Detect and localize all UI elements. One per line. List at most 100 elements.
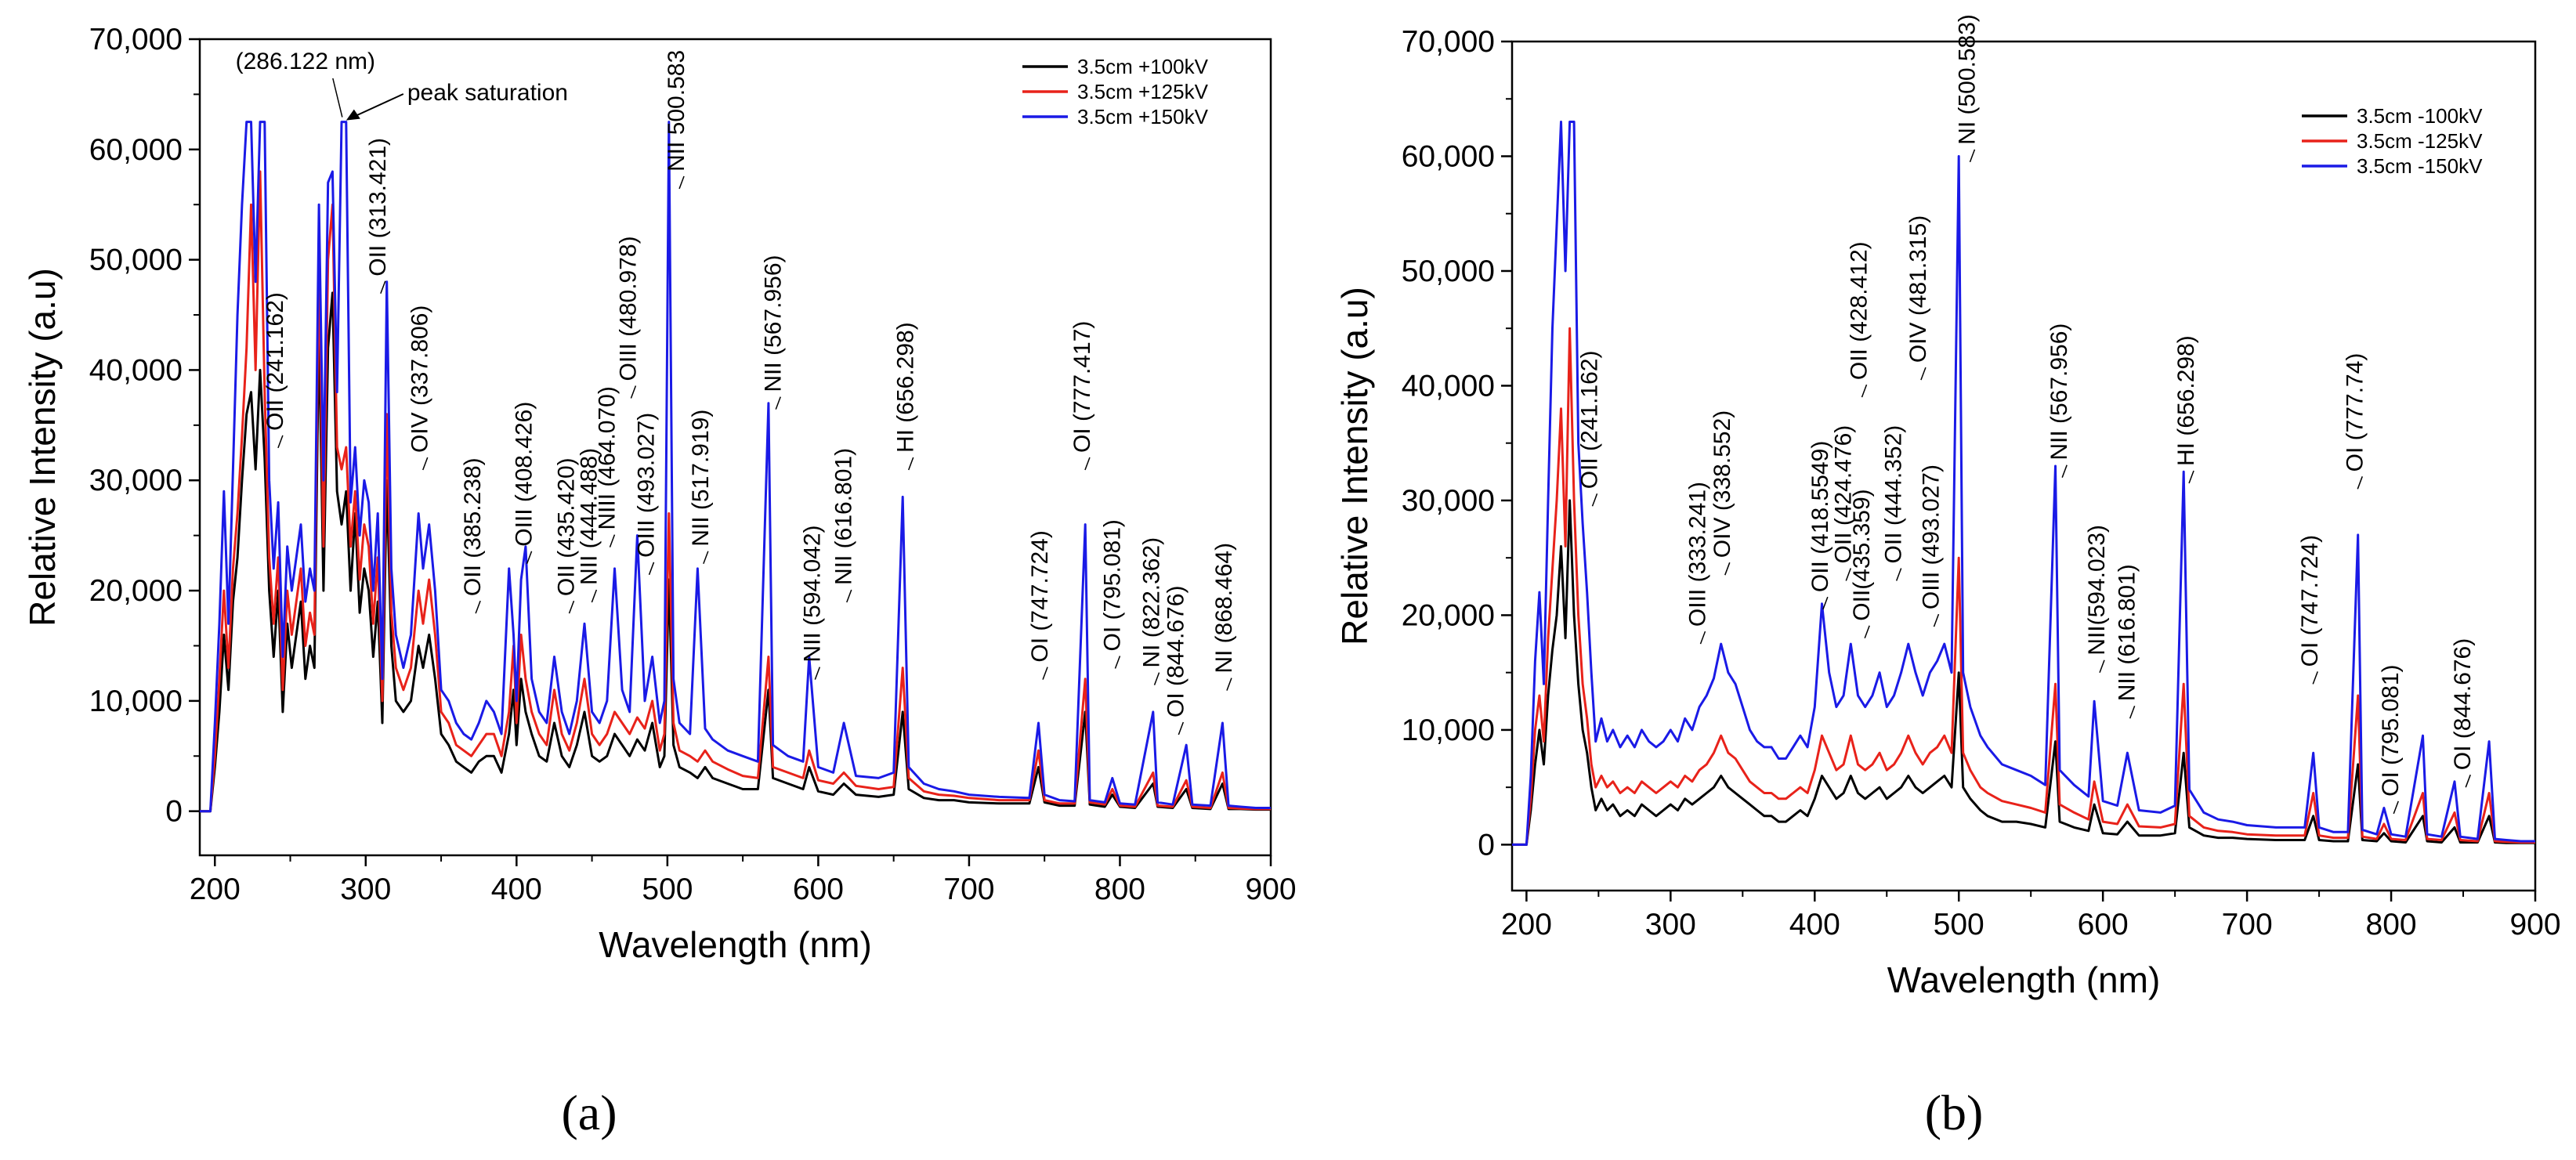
- panel-b-peak-annotation: OIV (481.315): [1905, 215, 1931, 363]
- panel-b-peak-annotation: NII(594.023): [2084, 525, 2110, 656]
- panel-b-y-tick-label: 60,000: [1402, 139, 1495, 173]
- panel-a-callout-leader: [332, 78, 343, 117]
- panel-b-x-tick-label: 400: [1789, 908, 1840, 941]
- panel-b-y-tick-label: 70,000: [1402, 25, 1495, 59]
- panel-a-peak-annotation: OIII (408.426): [512, 402, 537, 547]
- panel-a-peak-annotation: OIII (493.027): [634, 413, 660, 558]
- panel-a-plot-frame: [198, 38, 1272, 857]
- panel-a-y-tick-label: 70,000: [89, 23, 183, 56]
- panel-a-annotation-leader: [422, 457, 429, 471]
- panel-b-peak-annotation: NII (567.956): [2046, 323, 2072, 461]
- panel-a-annotation-leader: [678, 175, 685, 190]
- chart-panel-b: 0 10,000 20,000 30,000 40,000 50,000 60,000 70,…: [1334, 14, 2561, 1140]
- panel-b-plot-frame: [1511, 40, 2537, 892]
- panel-a-peak-annotation: OIV (337.806): [407, 305, 433, 453]
- panel-a-annotation-leader: [703, 551, 709, 564]
- panel-a-peak-annotation: HI (656.298): [893, 322, 919, 453]
- panel-a-peak-annotation: OII (313.421): [365, 138, 391, 276]
- panel-a-peak-annotation: NII (517.919): [688, 410, 714, 547]
- panel-b-annotation-leader: [1699, 631, 1706, 645]
- panel-a-legend-label: 3.5cm +150kV: [1077, 105, 1209, 128]
- panel-a-peak-annotation: NII (594.042): [799, 525, 825, 662]
- panel-b-annotation-leader: [2129, 706, 2136, 719]
- panel-b-annotation-leader: [1895, 568, 1902, 581]
- panel-a-callout-arrowhead: [346, 109, 360, 121]
- panel-a-peak-annotation: OI (844.676): [1163, 586, 1189, 717]
- panel-a-peak-annotation: NI (868.464): [1211, 543, 1237, 674]
- panel-b-annotation-leader: [1724, 562, 1731, 576]
- panel-b-series-line-3: [1512, 121, 2535, 846]
- panel-b-peak-annotation: OI (777.74): [2342, 353, 2368, 472]
- panel-a-peak-annotation: OI (777.417): [1069, 321, 1095, 453]
- panel-a-annotation-leader: [277, 435, 284, 449]
- panel-b-x-tick-label: 800: [2366, 908, 2417, 941]
- panel-a-peak-annotation: OIII (480.978): [615, 236, 641, 381]
- panel-a-x-tick-label: 200: [190, 873, 241, 906]
- panel-a-annotation-leader: [1153, 672, 1160, 685]
- panel-b-annotation-leader: [2393, 800, 2399, 815]
- panel-a-y-tick-label: 60,000: [89, 133, 183, 167]
- panel-b-peak-annotation: OII (424.476): [1830, 425, 1856, 564]
- panel-a-peak-annotation: NII (567.956): [760, 255, 786, 392]
- panel-b-annotation-leader: [1933, 613, 1940, 627]
- panel-a-x-tick-label: 500: [642, 873, 693, 906]
- panel-b-annotation-leader: [2061, 464, 2068, 478]
- chart-panel-a: 0 10,000 20,000 30,000 40,000 50,000 60,000 70,…: [22, 23, 1297, 1140]
- panel-b-x-tick-label: 900: [2509, 908, 2560, 941]
- panel-a-peak-annotation: NIII (464.070): [594, 386, 620, 529]
- panel-a-annotation-leader: [591, 589, 598, 603]
- panel-b-peak-annotation: HI (656.298): [2173, 335, 2199, 466]
- panel-a-annotation-leader: [814, 667, 821, 680]
- panel-a-annotation-leader: [648, 562, 655, 576]
- panel-a-peak-annotation: NII 500.583: [664, 50, 689, 172]
- panel-a-legend-label: 3.5cm +100kV: [1077, 55, 1209, 78]
- panel-b-annotation-leader: [1920, 367, 1927, 381]
- panel-a-callout-arrow: [349, 93, 404, 120]
- panel-b-y-tick-label: 50,000: [1402, 255, 1495, 288]
- panel-b-x-tick-label: 300: [1645, 908, 1696, 941]
- panel-a-annotation-leader: [907, 457, 914, 471]
- panel-b-peak-annotation: OII (444.352): [1881, 425, 1907, 564]
- panel-a-annotation-leader: [475, 600, 481, 614]
- panel-a-peak-annotation: OII (385.238): [460, 457, 486, 596]
- panel-a-annotation-leader: [775, 396, 781, 410]
- panel-a-annotation-leader: [1226, 678, 1232, 691]
- panel-b-peak-annotation: OIII (333.241): [1684, 482, 1710, 627]
- panel-b-annotation-leader: [2188, 470, 2194, 484]
- panel-a-annotation-leader: [846, 589, 852, 603]
- panel-b-peak-annotation: OI (844.676): [2450, 638, 2476, 770]
- panel-b-peak-annotation: NI (500.583): [1954, 14, 1980, 145]
- panel-a-callout-text: peak saturation: [407, 80, 568, 106]
- panel-a-panel-label: (a): [561, 1085, 617, 1140]
- panel-a-x-tick-label: 700: [943, 873, 994, 906]
- panel-a-peak-annotation: OII (241.162): [262, 292, 288, 431]
- panel-a-annotation-leader: [1178, 721, 1185, 735]
- panel-a-callout-wavelength: (286.122 nm): [236, 49, 375, 74]
- panel-a-y-tick-label: 10,000: [89, 685, 183, 718]
- panel-a-annotation-leader: [1042, 667, 1048, 680]
- panel-b-peak-annotation: OII (241.162): [1577, 351, 1603, 490]
- panel-b-annotation-leader: [1591, 493, 1598, 507]
- panel-a-annotation-leader: [609, 534, 616, 547]
- panel-a-x-tick-label: 900: [1245, 873, 1296, 906]
- panel-a-peak-annotation: OI (795.081): [1099, 519, 1125, 651]
- panel-a-annotation-leader: [630, 385, 637, 399]
- panel-b-legend-label: 3.5cm -100kV: [2357, 104, 2483, 128]
- panel-a-series-line-3: [200, 121, 1271, 813]
- panel-a-annotation-leader: [1084, 457, 1091, 471]
- panel-a-y-tick-label: 40,000: [89, 353, 183, 387]
- panel-a-legend-label: 3.5cm +125kV: [1077, 80, 1209, 103]
- panel-b-y-tick-label: 20,000: [1402, 598, 1495, 632]
- panel-b-peak-annotation: NII (616.801): [2115, 564, 2140, 701]
- panel-a-annotation-leader: [1114, 656, 1121, 669]
- panel-b-annotation-leader: [1845, 568, 1851, 581]
- panel-b-peak-annotation: OII(435.359): [1849, 489, 1875, 620]
- panel-a-series-line-2: [200, 170, 1271, 813]
- panel-a-peak-annotation: OII (435.420): [553, 457, 579, 596]
- panel-a-annotation-leader: [380, 280, 386, 295]
- panel-b-series-line-2: [1512, 327, 2535, 846]
- panel-a-peak-annotation: NI (822.362): [1139, 537, 1165, 668]
- panel-a-x-tick-label: 800: [1094, 873, 1145, 906]
- panel-a-peak-annotation: OI (747.724): [1027, 530, 1053, 662]
